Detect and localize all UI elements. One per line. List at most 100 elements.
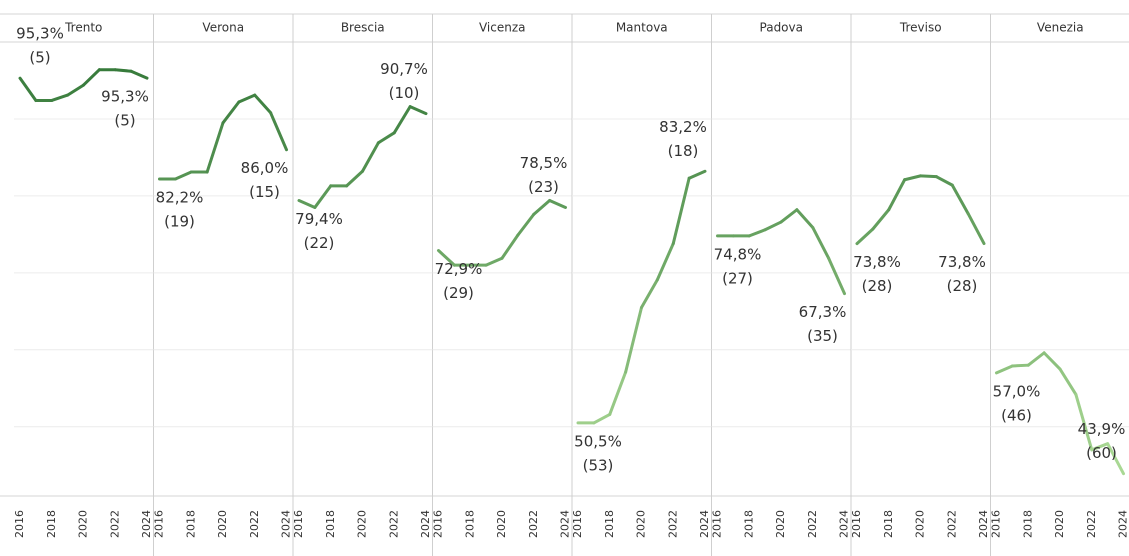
- line-segment: [1010, 363, 1030, 368]
- x-tick-label: 2020: [356, 510, 369, 538]
- x-tick-label: 2018: [324, 510, 337, 538]
- x-tick-label: 2016: [153, 510, 166, 538]
- line-segment: [173, 170, 193, 181]
- rank-label: (22): [304, 234, 335, 252]
- x-tick-label: 2016: [850, 510, 863, 538]
- value-label: 95,3%: [16, 25, 64, 43]
- panel-title: Brescia: [341, 21, 385, 35]
- line-segment: [50, 93, 70, 102]
- x-tick-label: 2022: [248, 510, 261, 538]
- line-segment: [747, 228, 767, 238]
- rank-label: (15): [249, 183, 280, 201]
- x-tick-label: 2018: [1021, 510, 1034, 538]
- x-tick-label: 2022: [387, 510, 400, 538]
- x-tick-label: 2020: [216, 510, 229, 538]
- value-label: 50,5%: [574, 432, 622, 450]
- rank-label: (28): [862, 277, 893, 295]
- line-segment: [376, 131, 396, 145]
- x-tick-label: 2016: [990, 510, 1003, 538]
- x-tick-label: 2018: [742, 510, 755, 538]
- line-segment: [1026, 351, 1046, 367]
- x-tick-label: 2024: [140, 510, 153, 538]
- x-tick-label: 2022: [806, 510, 819, 538]
- value-label: 86,0%: [241, 159, 289, 177]
- panel-title: Verona: [202, 21, 244, 35]
- x-tick-label: 2016: [432, 510, 445, 538]
- value-label: 95,3%: [101, 88, 149, 106]
- x-tick-label: 2024: [838, 510, 851, 538]
- x-tick-label: 2020: [635, 510, 648, 538]
- x-tick-label: 2024: [280, 510, 293, 538]
- panel-title: Mantova: [616, 21, 668, 35]
- value-label: 72,9%: [435, 260, 483, 278]
- rank-label: (19): [164, 212, 195, 230]
- line-segment: [903, 174, 922, 182]
- value-label: 83,2%: [659, 118, 707, 136]
- line-segment: [500, 233, 520, 260]
- x-tick-label: 2022: [108, 510, 121, 538]
- x-tick-label: 2016: [571, 510, 584, 538]
- line-segment: [392, 105, 412, 135]
- x-tick-label: 2020: [1053, 510, 1066, 538]
- line-segment: [871, 208, 891, 231]
- value-label: 67,3%: [799, 303, 847, 321]
- rank-label: (28): [947, 277, 978, 295]
- line-segment: [779, 208, 799, 224]
- rank-label: (46): [1001, 406, 1032, 424]
- x-tick-label: 2018: [882, 510, 895, 538]
- line-segment: [361, 141, 380, 173]
- line-segment: [1090, 442, 1110, 452]
- line-segment: [934, 175, 954, 187]
- x-tick-label: 2022: [1085, 510, 1098, 538]
- x-tick-label: 2024: [559, 510, 572, 538]
- x-tick-label: 2024: [1117, 510, 1129, 538]
- rank-label: (35): [807, 327, 838, 345]
- rank-label: (5): [29, 49, 50, 67]
- x-tick-label: 2024: [977, 510, 990, 538]
- line-segment: [113, 68, 133, 73]
- line-segment: [624, 305, 643, 374]
- value-label: 90,7%: [380, 60, 428, 78]
- line-segment: [548, 199, 567, 209]
- line-segment: [608, 370, 628, 416]
- rank-label: (10): [389, 84, 420, 102]
- panel-title: Venezia: [1037, 21, 1084, 35]
- line-segment: [437, 249, 456, 267]
- line-segment: [655, 242, 675, 282]
- line-segment: [640, 278, 659, 309]
- x-tick-label: 2018: [45, 510, 58, 538]
- line-segment: [966, 212, 986, 246]
- x-tick-label: 2020: [495, 510, 508, 538]
- line-segment: [532, 199, 552, 216]
- x-tick-label: 2016: [292, 510, 305, 538]
- x-tick-label: 2022: [945, 510, 958, 538]
- line-segment: [18, 76, 38, 102]
- panel-title: Vicenza: [479, 21, 526, 35]
- rank-label: (53): [583, 456, 614, 474]
- panel-title: Trento: [64, 21, 102, 35]
- line-segment: [82, 68, 101, 87]
- panel-title: Padova: [760, 21, 803, 35]
- line-segment: [950, 183, 970, 216]
- x-tick-label: 2018: [184, 510, 197, 538]
- line-segment: [516, 212, 536, 237]
- line-segment: [795, 208, 815, 229]
- panel-title: Treviso: [899, 21, 942, 35]
- line-segment: [919, 174, 938, 179]
- line-segment: [237, 93, 257, 104]
- x-tick-label: 2022: [527, 510, 540, 538]
- value-label: 82,2%: [156, 188, 204, 206]
- x-tick-label: 2016: [711, 510, 724, 538]
- line-segment: [313, 184, 333, 209]
- line-segment: [687, 169, 707, 180]
- line-segment: [484, 256, 504, 267]
- value-label: 73,8%: [853, 253, 901, 271]
- x-tick-label: 2020: [774, 510, 787, 538]
- line-segment: [269, 111, 288, 152]
- line-segment: [1058, 367, 1078, 396]
- line-segment: [1106, 442, 1125, 476]
- line-segment: [671, 176, 691, 246]
- line-segment: [408, 105, 428, 116]
